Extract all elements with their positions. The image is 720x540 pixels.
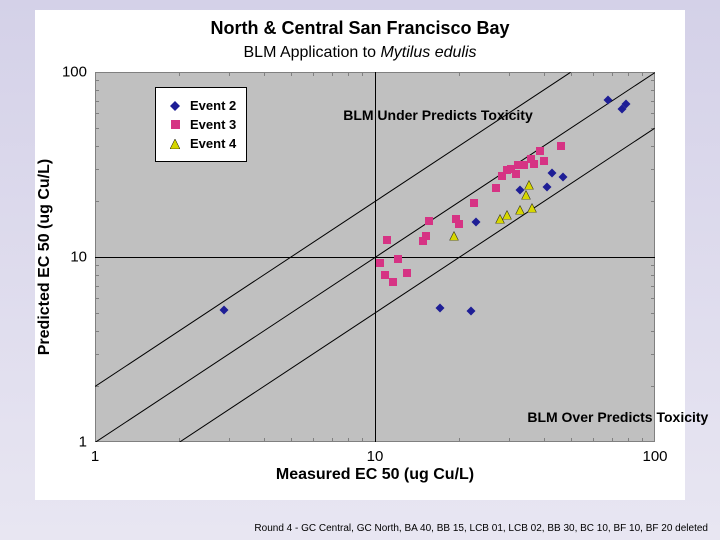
x-tick-100: 100 bbox=[642, 448, 667, 465]
chart-title: North & Central San Francisco Bay bbox=[35, 18, 685, 39]
subtitle-species: Mytilus edulis bbox=[380, 44, 476, 61]
footnote: Round 4 - GC Central, GC North, BA 40, B… bbox=[254, 523, 708, 534]
subtitle-prefix: BLM Application to bbox=[244, 44, 381, 61]
x-axis-label: Measured EC 50 (ug Cu/L) bbox=[276, 466, 474, 484]
x-tick-1: 1 bbox=[91, 448, 99, 465]
y-tick-100: 100 bbox=[47, 64, 87, 81]
x-tick-10: 10 bbox=[367, 448, 384, 465]
y-tick-10: 10 bbox=[47, 249, 87, 266]
annotation: BLM Under Predicts Toxicity bbox=[343, 107, 533, 123]
y-tick-1: 1 bbox=[47, 434, 87, 451]
annotations-layer: BLM Under Predicts ToxicityBLM Over Pred… bbox=[95, 72, 655, 442]
plot-area: Predicted EC 50 (ug Cu/L) Measured EC 50… bbox=[95, 72, 655, 442]
chart-card: North & Central San Francisco Bay BLM Ap… bbox=[35, 10, 685, 500]
slide-root: North & Central San Francisco Bay BLM Ap… bbox=[0, 0, 720, 540]
annotation: BLM Over Predicts Toxicity bbox=[527, 409, 708, 425]
chart-subtitle: BLM Application to Mytilus edulis bbox=[35, 44, 685, 62]
